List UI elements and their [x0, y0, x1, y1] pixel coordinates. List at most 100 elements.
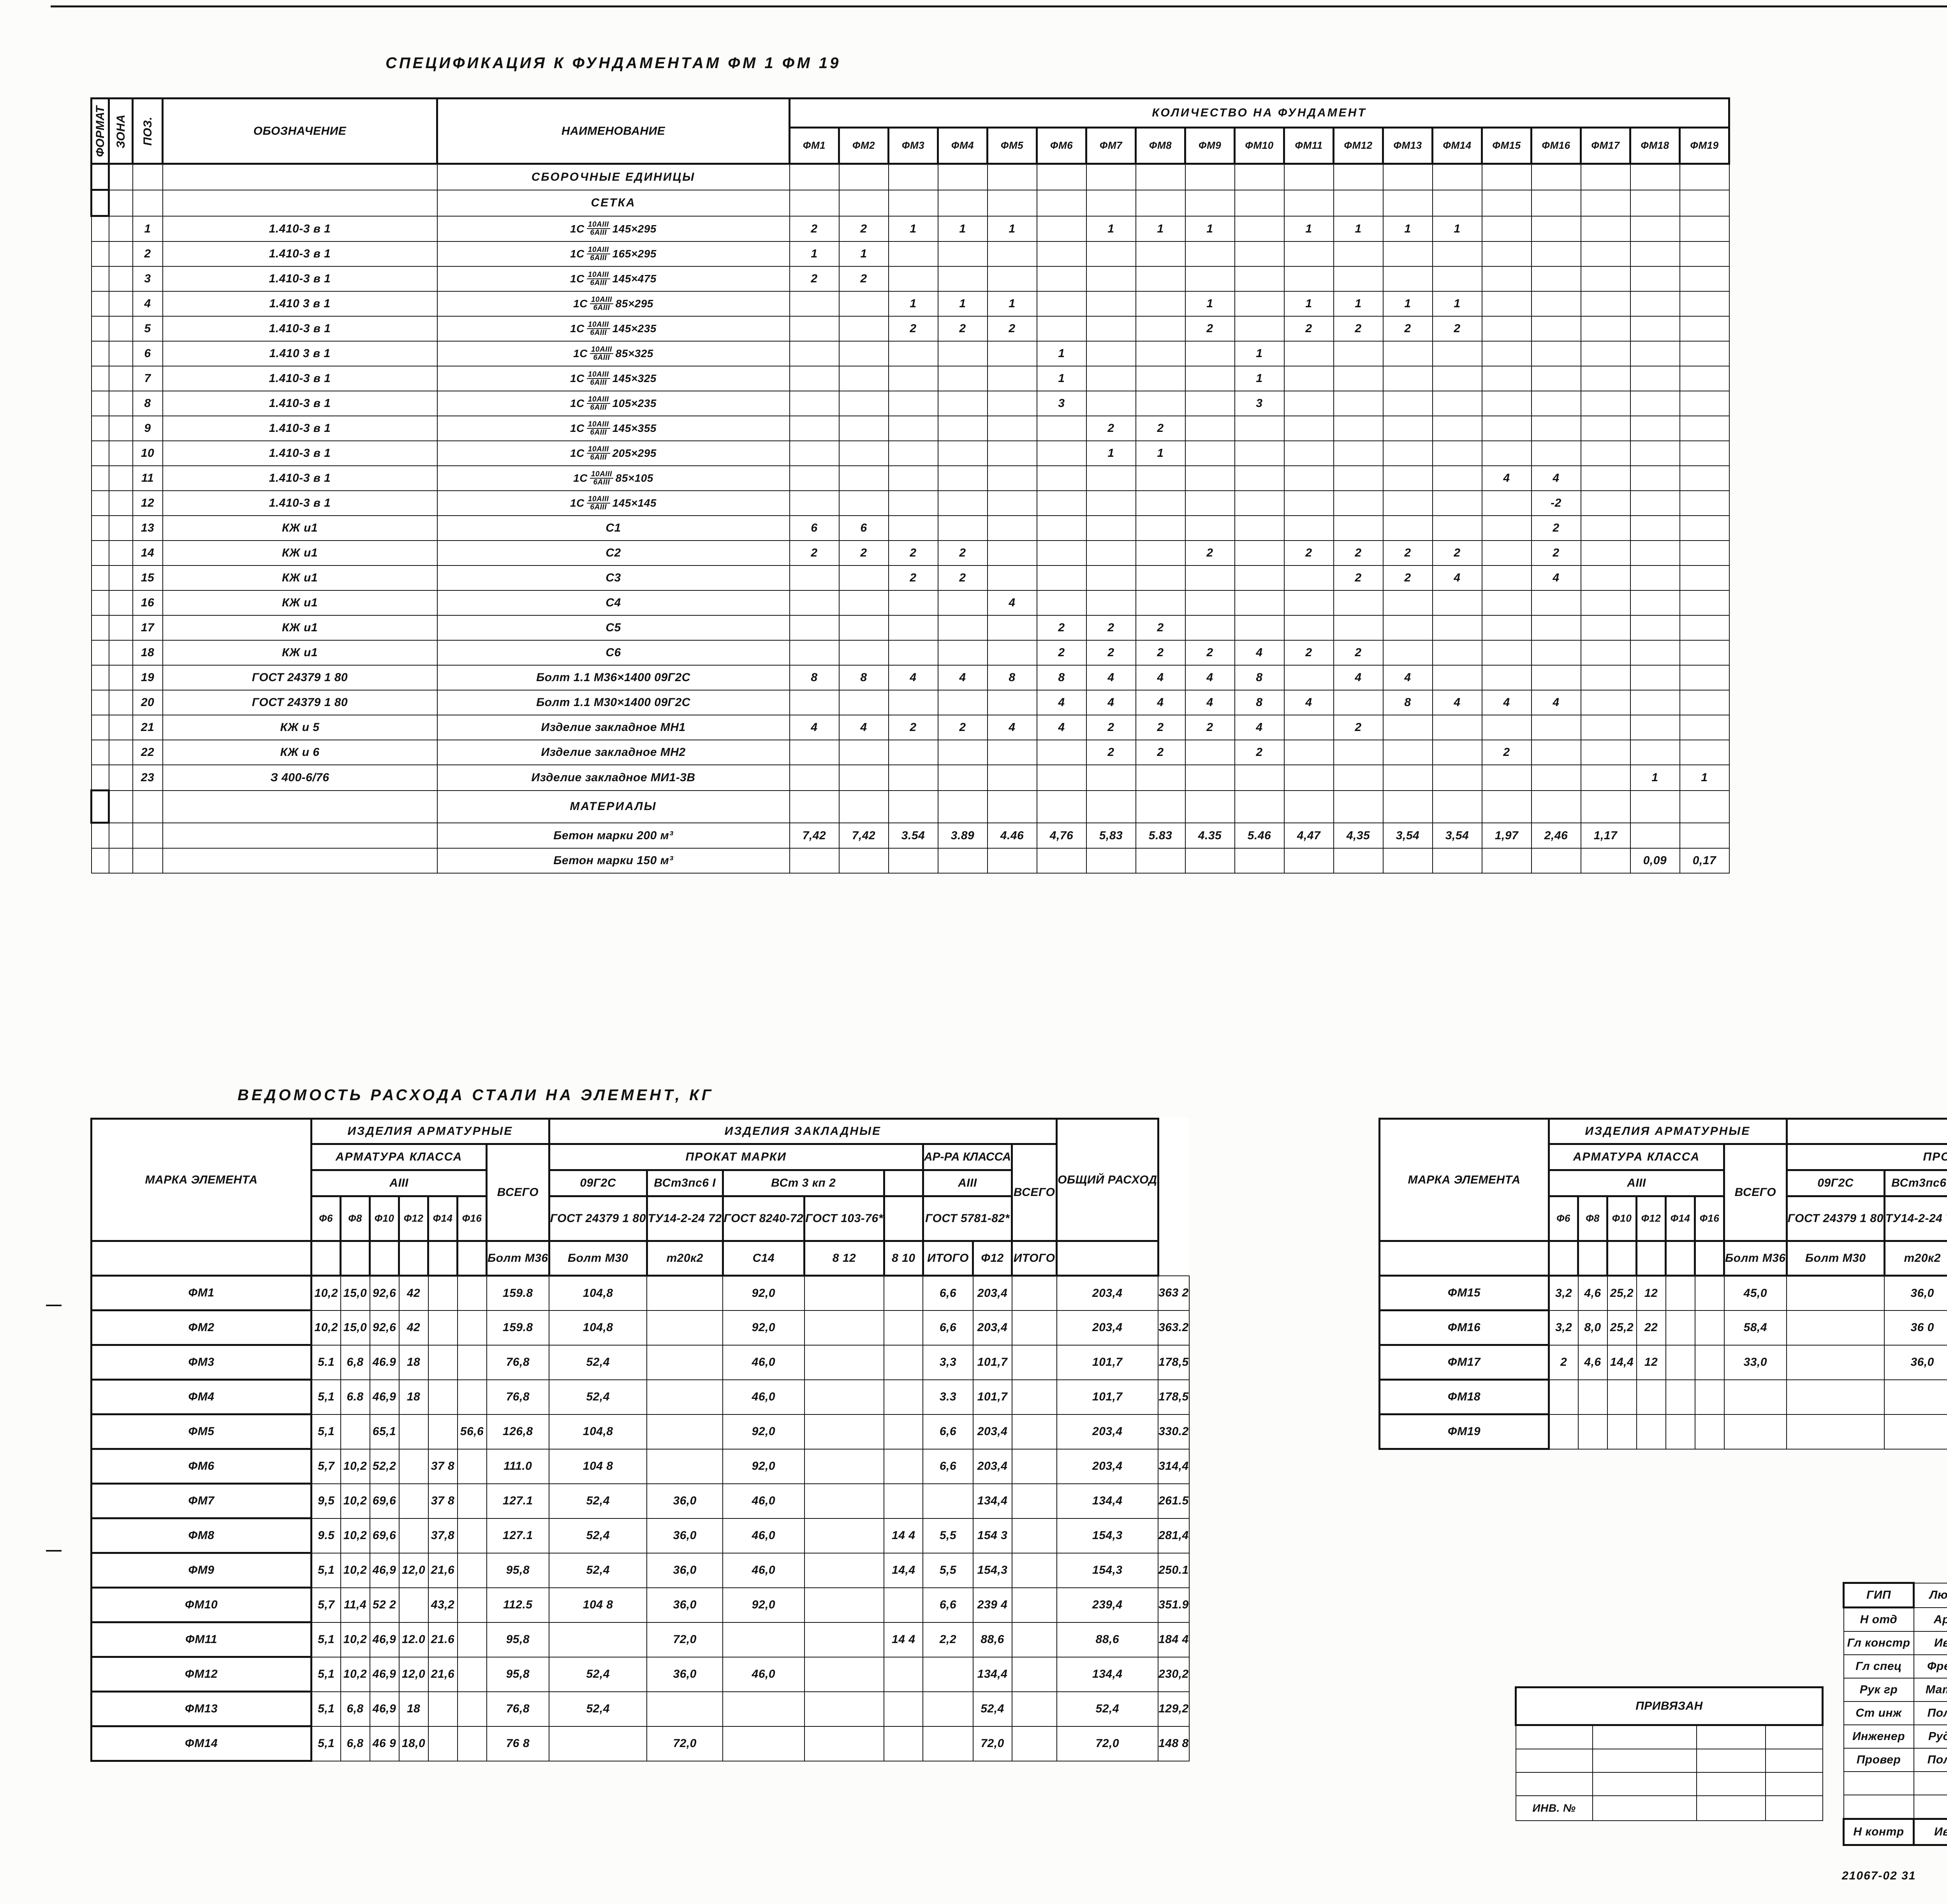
qty-cell	[1135, 241, 1186, 267]
qty-cell	[1382, 590, 1433, 616]
mat-qty-cell: 2,46	[1531, 822, 1581, 849]
qty-cell	[1283, 241, 1334, 267]
steel-header-09g2c: 09Г2С	[1785, 1169, 1885, 1197]
qty-cell	[1234, 465, 1285, 491]
steel-row-total: 178,5	[1158, 1379, 1190, 1415]
mat-qty-cell: 5.46	[1234, 822, 1285, 849]
steel-header-dia-Ф8: Ф8	[340, 1195, 371, 1242]
qty-cell: 4	[1185, 665, 1235, 690]
qty-cell	[1382, 740, 1433, 765]
qty-cell	[1630, 590, 1680, 616]
qty-cell	[838, 590, 889, 616]
group-zone	[108, 189, 133, 217]
qty-cell: 4	[1135, 690, 1186, 715]
qty-cell	[1382, 715, 1433, 740]
qty-cell	[1630, 291, 1680, 317]
header-qty-group: КОЛИЧЕСТВО НА ФУНДАМЕНТ	[789, 97, 1730, 129]
steel-header-embed-group: ИЗДЕЛИЯ ЗАКЛАДНЫЕ	[548, 1118, 1058, 1145]
row-zone	[108, 291, 133, 317]
steel-header-dia-Ф8: Ф8	[1577, 1195, 1608, 1242]
steel-row-vsego: 95,8	[486, 1656, 550, 1692]
mat-qty-cell: 7,42	[838, 822, 889, 849]
steel-row-c	[804, 1622, 885, 1657]
steel-header-dia-Ф6: Ф6	[1548, 1195, 1579, 1242]
qty-cell	[1333, 416, 1384, 441]
steel-row-bolt-m30	[646, 1344, 724, 1380]
table-row: 2 1.410-3 в 1 1С 10АIII 6АIII 165×295 1 1	[91, 241, 1730, 267]
qty-cell	[888, 465, 938, 491]
tb-name-ncontr: Иванов	[1913, 1818, 1947, 1846]
qty-cell: 1	[1135, 440, 1186, 466]
row-designation: ГОСТ 24379 1 80	[162, 690, 438, 715]
qty-cell	[1333, 764, 1384, 791]
steel-row-dia: 5,1	[311, 1656, 341, 1692]
table-row: 15 КЖ и1 С3 2 2 2 2 4 4	[91, 565, 1730, 591]
header-fm-14: ФМ14	[1431, 127, 1483, 165]
row-zone	[108, 764, 133, 791]
steel-row-vsego: 95,8	[486, 1552, 550, 1588]
steel-row-dia	[1665, 1310, 1695, 1346]
qty-cell	[1135, 341, 1186, 366]
qty-cell	[1531, 740, 1581, 765]
privyazan-block: ПРИВЯЗАН ИНВ. №	[1515, 1686, 1824, 1821]
row-designation: 1.410-3 в 1	[162, 440, 438, 466]
mat-qty-cell: 3.89	[937, 822, 988, 849]
row-pos: 22	[132, 740, 163, 765]
qty-cell	[987, 391, 1037, 416]
qty-cell	[987, 266, 1037, 292]
table-row: 6 1.410 3 в 1 1С 10АIII 6АIII 85×325 1 1	[91, 341, 1730, 366]
steel-row-dia: 5,1	[311, 1622, 341, 1657]
group-designation	[162, 189, 438, 217]
qty-cell	[1531, 241, 1581, 267]
qty-cell	[1630, 266, 1680, 292]
qty-cell: 4	[987, 590, 1037, 616]
group-qty-3	[888, 790, 938, 823]
steel-row-vsego: 159.8	[486, 1310, 550, 1346]
steel-row-mark: ФМ19	[1378, 1413, 1550, 1450]
qty-cell	[838, 391, 889, 416]
privyazan-cell-3-4	[1765, 1772, 1823, 1796]
privyazan-cell-1-3	[1696, 1724, 1766, 1749]
qty-cell	[937, 490, 988, 516]
qty-cell: 4	[937, 665, 988, 690]
qty-cell: 1	[1036, 341, 1087, 366]
qty-cell	[1036, 266, 1087, 292]
steel-sub-dia-blank-1	[310, 1240, 342, 1277]
row-designation: З 400-6/76	[162, 764, 438, 791]
group-qty-4	[937, 189, 988, 217]
tb-name-rukgr: Матвеева	[1913, 1678, 1947, 1702]
steel-row-bolt-m30: 36,0	[646, 1552, 724, 1588]
steel-row-dia: 10,2	[311, 1275, 341, 1311]
qty-cell	[789, 590, 840, 616]
steel-row-bolt-m36: 52,4	[549, 1483, 648, 1519]
qty-cell	[987, 540, 1037, 566]
steel-row-vsego: 127.1	[486, 1518, 550, 1553]
steel-row-mark: ФМ5	[90, 1413, 312, 1450]
qty-cell	[1283, 764, 1334, 791]
steel-row-itogo-2: 239,4	[1056, 1587, 1159, 1623]
steel-row-f12	[1011, 1310, 1057, 1346]
steel-row-dia	[340, 1414, 370, 1450]
qty-cell: 2	[838, 540, 889, 566]
qty-cell: 2	[937, 715, 988, 740]
qty-cell: 1	[1382, 291, 1433, 317]
qty-cell	[987, 440, 1037, 466]
row-format	[91, 416, 109, 441]
qty-cell	[1333, 440, 1384, 466]
steel-row-itogo-1: 203,4	[972, 1414, 1012, 1450]
group-qty-2	[838, 790, 889, 823]
row-format	[91, 565, 109, 591]
group-qty-10	[1234, 189, 1285, 217]
steel-row-mark: ФМ15	[1378, 1275, 1550, 1311]
steel-row-d810	[922, 1726, 974, 1761]
row-zone	[108, 490, 133, 516]
group-qty-19	[1679, 163, 1730, 190]
header-fm-11: ФМ11	[1283, 127, 1334, 165]
qty-cell	[1185, 366, 1235, 391]
qty-cell	[1036, 465, 1087, 491]
steel-row-t20k2: 46,0	[722, 1552, 805, 1588]
qty-cell: 2	[1086, 416, 1136, 441]
qty-cell	[1679, 291, 1730, 317]
qty-cell	[1432, 640, 1482, 666]
steel-row-dia: 56,6	[457, 1414, 487, 1450]
